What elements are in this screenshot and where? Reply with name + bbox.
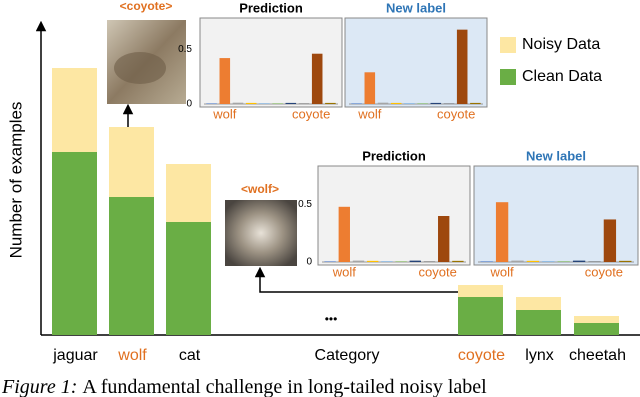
bar xyxy=(430,102,442,104)
bar xyxy=(470,102,481,104)
caption-label: Figure 1: xyxy=(1,376,77,397)
bar xyxy=(338,206,350,262)
panel-title: Prediction xyxy=(239,0,303,15)
bar-segment xyxy=(52,152,97,335)
bar xyxy=(377,102,389,104)
bar-segment xyxy=(516,297,561,310)
bar-segment xyxy=(166,222,211,335)
bar xyxy=(452,260,464,262)
bar xyxy=(542,261,555,262)
legend-label: Clean Data xyxy=(522,68,602,85)
bar xyxy=(381,261,393,262)
bar xyxy=(588,261,601,262)
bar xyxy=(456,29,468,104)
bar-segment xyxy=(458,285,503,297)
coyote-shape xyxy=(114,52,166,84)
bar xyxy=(495,202,509,262)
y-tick-label: 0.5 xyxy=(178,44,192,55)
x-tick-label: wolf xyxy=(332,264,357,279)
bar xyxy=(285,102,297,104)
x-tick-label: coyote xyxy=(419,264,457,279)
bar xyxy=(438,216,450,262)
bar xyxy=(219,58,231,104)
wolf-image xyxy=(225,200,297,266)
x-tick-label: jaguar xyxy=(52,347,98,364)
x-tick-label: wolf xyxy=(117,347,147,364)
bar xyxy=(390,102,402,104)
x-tick-label: coyote xyxy=(585,264,623,279)
bar xyxy=(603,219,617,262)
x-tick-label: wolf xyxy=(490,264,515,279)
bar xyxy=(572,260,586,262)
bar xyxy=(298,103,310,104)
x-tick-label: coyote xyxy=(292,106,330,121)
y-tick-label: 0.5 xyxy=(298,199,312,210)
bar xyxy=(364,72,376,104)
bar-segment xyxy=(52,68,97,152)
panel-title: New label xyxy=(386,0,446,15)
image-label: <wolf> xyxy=(241,182,279,196)
bar xyxy=(417,103,428,104)
bar xyxy=(232,102,244,104)
image-label: <coyote> xyxy=(120,0,173,13)
x-tick-label: cat xyxy=(179,347,201,364)
bar-segment xyxy=(109,197,154,335)
bar xyxy=(351,103,362,104)
bar xyxy=(367,260,379,262)
y-tick-label: 0 xyxy=(186,99,192,110)
caption: Figure 1: A fundamental challenge in long… xyxy=(1,376,487,397)
y-axis-label: Number of examples xyxy=(6,102,25,259)
bar-segment xyxy=(458,297,503,335)
legend-swatch xyxy=(500,37,516,53)
legend-label: Noisy Data xyxy=(522,36,600,53)
bar-segment xyxy=(166,164,211,222)
bar-segment xyxy=(109,127,154,197)
bar-segment xyxy=(574,323,619,335)
bar xyxy=(325,102,336,104)
bar xyxy=(443,103,455,104)
bar xyxy=(206,103,217,104)
panel-title: Prediction xyxy=(362,148,426,163)
bar-segment xyxy=(516,310,561,335)
x-axis-label: Category xyxy=(315,347,380,364)
bar xyxy=(526,260,540,262)
x-tick-label: coyote xyxy=(437,106,475,121)
bar xyxy=(272,103,283,104)
bar-segment xyxy=(574,316,619,323)
x-tick-label: wolf xyxy=(357,106,382,121)
bar xyxy=(311,53,323,104)
bar xyxy=(245,102,257,104)
panel-title: New label xyxy=(526,148,586,163)
bar xyxy=(395,261,407,262)
bar xyxy=(324,261,336,262)
bar xyxy=(423,261,436,262)
x-tick-label: cheetah xyxy=(569,347,626,364)
ellipsis: ••• xyxy=(325,312,338,326)
y-tick-label: 0 xyxy=(306,257,312,268)
bar xyxy=(480,261,493,262)
legend-swatch xyxy=(500,69,516,85)
caption-text: A fundamental challenge in long-tailed n… xyxy=(82,376,487,397)
bar xyxy=(557,261,570,262)
bar xyxy=(619,260,632,262)
arrow xyxy=(254,266,458,293)
bar xyxy=(409,260,421,262)
x-tick-label: coyote xyxy=(458,347,505,364)
bar xyxy=(404,103,415,104)
bar xyxy=(259,103,270,104)
bar xyxy=(511,260,524,262)
bar xyxy=(352,260,365,262)
x-tick-label: lynx xyxy=(525,347,553,364)
x-tick-label: wolf xyxy=(212,106,237,121)
